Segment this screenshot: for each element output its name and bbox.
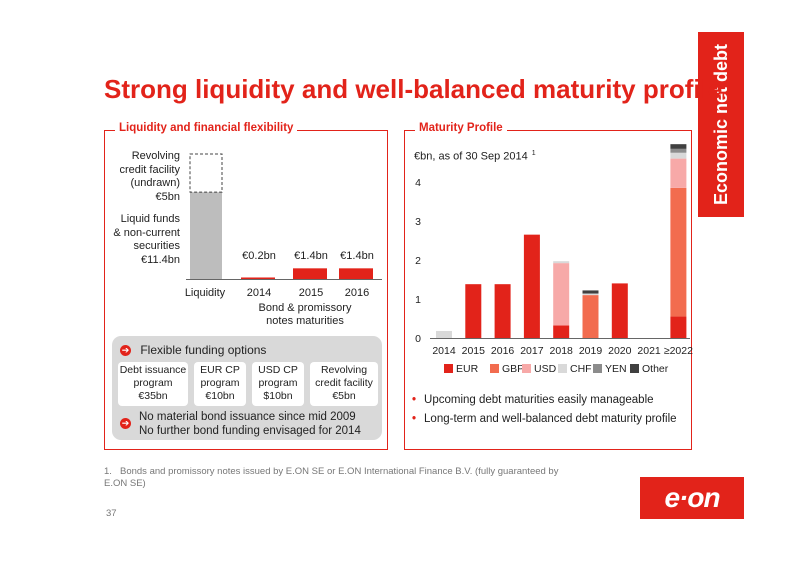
legend-label: CHF [570, 363, 592, 375]
bar-segment [582, 293, 599, 296]
legend-label: EUR [456, 363, 479, 375]
legend-label: YEN [605, 363, 627, 375]
bar-segment [670, 148, 687, 153]
legend-swatch [593, 364, 602, 373]
legend-swatch [630, 364, 639, 373]
y-tick-label: 4 [415, 177, 421, 189]
x-tick-label: 2018 [550, 345, 574, 357]
bar-segment [190, 192, 222, 279]
legend-swatch [522, 364, 531, 373]
x-tick-label: 2020 [608, 345, 632, 357]
logo-text: e·on [664, 482, 720, 513]
x-label: 2016 [344, 287, 370, 299]
program-revolving-credit: Revolving credit facility €5bn [310, 362, 378, 406]
legend-label: GBP [502, 363, 524, 375]
arrow-right-icon: ➔ [120, 418, 131, 429]
page-number: 37 [106, 508, 117, 519]
liquidity-panel-title: Liquidity and financial flexibility [115, 122, 298, 134]
chart-subtitle: €bn, as of 30 Sep 2014 1 [414, 150, 536, 163]
bar-value-label: €1.4bn [340, 250, 374, 262]
program-usd-cp: USD CP program $10bn [252, 362, 304, 406]
footnote: 1. Bonds and promissory notes issued by E… [104, 466, 559, 489]
x-tick-label: 2017 [520, 345, 544, 357]
legend-label: Other [642, 363, 669, 375]
program-eur-cp: EUR CP program €10bn [194, 362, 246, 406]
bar-value-label: €0.2bn [242, 250, 276, 262]
bar-segment [189, 153, 223, 193]
bar-segment [523, 234, 540, 338]
bar-segment [339, 268, 373, 279]
maturity-panel-title: Maturity Profile [415, 122, 507, 134]
x-axis-caption: Bond & promissory notes maturities [258, 302, 352, 327]
bar-segment [293, 268, 327, 279]
y-tick-label: 2 [415, 255, 421, 267]
x-tick-label: 2019 [579, 345, 603, 357]
bar-segment [611, 283, 628, 338]
bar-segment [670, 187, 687, 317]
bar-segment [436, 330, 452, 338]
bar-segment [494, 284, 511, 338]
x-tick-label: ≥2022 [664, 345, 693, 357]
bar-segment [670, 158, 687, 188]
funding-heading: ➔ Flexible funding options [120, 343, 267, 357]
eon-logo: e·on [640, 477, 744, 519]
bar-segment [582, 295, 599, 338]
maturity-panel: Maturity Profile [404, 122, 692, 450]
revolving-credit-label: Revolving credit facility (undrawn) €5bn [119, 150, 180, 203]
funding-note: ➔ No material bond issuance since mid 20… [120, 411, 361, 437]
legend-swatch [490, 364, 499, 373]
x-tick-label: 2021 [637, 345, 661, 357]
x-label: 2014 [246, 287, 272, 299]
section-tab: Economic net debt [698, 32, 744, 217]
bar-segment [553, 325, 570, 338]
x-tick-label: 2014 [432, 345, 456, 357]
bar-segment [670, 316, 687, 338]
bar-segment [582, 290, 599, 294]
bullet-item: • Upcoming debt maturities easily managea… [412, 394, 654, 406]
legend-swatch [444, 364, 453, 373]
bar-segment [553, 261, 570, 264]
y-tick-label: 0 [415, 333, 421, 345]
liquidity-panel: Liquidity and financial flexibility [104, 122, 388, 450]
program-debt-issuance: Debt issuance program €35bn [118, 362, 188, 406]
legend-swatch [558, 364, 567, 373]
funding-options-box: ➔ Flexible funding options Debt issuance… [112, 336, 382, 440]
bar-segment [465, 284, 482, 338]
bar-segment [241, 277, 275, 279]
x-label: 2015 [298, 287, 324, 299]
bar-segment [553, 263, 570, 326]
legend-label: USD [534, 363, 557, 375]
y-tick-label: 1 [415, 294, 421, 306]
liquid-funds-label: Liquid funds & non-current securities €1… [113, 213, 180, 266]
x-tick-label: 2015 [462, 345, 486, 357]
x-label: Liquidity [184, 287, 226, 299]
bar-segment [670, 152, 687, 159]
bar-segment [670, 144, 687, 149]
bar-value-label: €1.4bn [294, 250, 328, 262]
page-title: Strong liquidity and well-balanced matur… [104, 74, 723, 104]
x-tick-label: 2016 [491, 345, 515, 357]
y-tick-label: 3 [415, 216, 421, 228]
arrow-right-icon: ➔ [120, 345, 131, 357]
bullet-item: • Long-term and well-balanced debt maturi… [412, 413, 677, 425]
